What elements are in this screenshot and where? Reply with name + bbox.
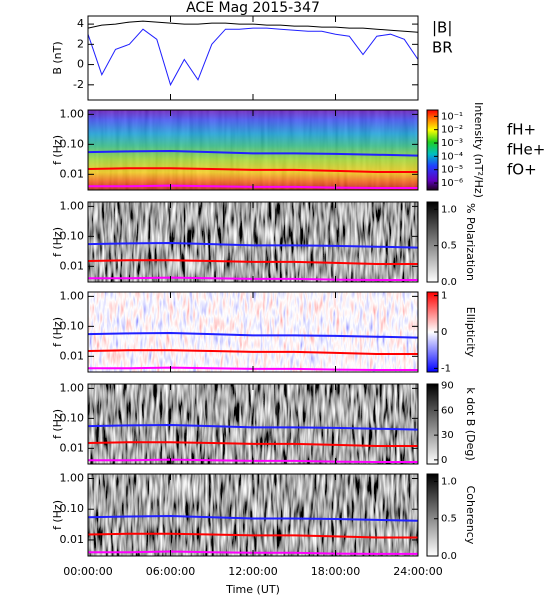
y-tick-label: 0.01 [60,167,85,180]
colorbar-label: k dot B (Deg) [464,387,477,460]
legend-entry: fH+ [507,121,536,139]
legend-entry: fO+ [507,161,537,179]
colorbar-tick-label: 10⁻¹ [441,111,463,122]
series-line [88,167,418,173]
y-axis-label: f (Hz) [51,227,64,257]
colorbar-tick-label: 0.0 [441,551,457,562]
legend-entry: fHe+ [507,141,545,159]
y-tick-label: 0.01 [60,259,85,272]
colorbar-tick-label: 30 [441,430,454,441]
colorbar-tick-label: 1 [441,291,447,302]
legend-entry: BR [432,39,453,57]
x-axis-label: Time (UT) [225,583,280,596]
spectrogram-bg [88,292,418,372]
colorbar-tick-label: 10⁻² [441,125,463,136]
colorbar-tick-label: 90 [441,381,454,392]
spectrogram-bg [88,474,418,556]
y-axis-label: f (Hz) [51,135,64,165]
colorbar [426,383,439,465]
spectrogram-bg [88,384,418,464]
y-tick-label: 1.00 [60,381,85,394]
colorbar-label: % Polarization [464,203,477,281]
y-tick-label: 0 [77,58,84,71]
y-tick-label: 0.10 [60,319,85,332]
series-line [88,149,418,157]
colorbar-label: Ellipticity [464,307,477,358]
colorbar-tick-label: 0.0 [441,277,457,288]
colorbar-tick-label: 10⁻⁵ [441,165,463,176]
colorbar-tick-label: 1.0 [441,476,457,487]
colorbar-tick-label: 0 [441,327,447,338]
y-tick-label: 0.10 [60,411,85,424]
series-line [88,241,418,249]
colorbar-label: Coherency [464,486,477,545]
colorbar [426,473,439,557]
series-line [88,349,418,355]
y-tick-label: 2 [77,37,84,50]
colorbar-tick-label: 1.0 [441,204,457,215]
x-tick-label: 12:00:00 [228,565,277,578]
y-axis-label: B (nT) [51,41,64,74]
spectrogram-texture [88,110,418,190]
series-line [88,532,418,539]
y-tick-label: 0.10 [60,137,85,150]
y-tick-label: 1.00 [60,107,85,120]
colorbar-tick-label: 10⁻⁴ [441,151,463,162]
y-tick-label: 0.01 [60,349,85,362]
colorbar [426,109,439,191]
colorbar-tick-label: 0.5 [441,514,457,525]
y-tick-label: 0.01 [60,441,85,454]
series-line [88,423,418,431]
x-tick-label: 00:00:00 [63,565,112,578]
x-tick-label: 06:00:00 [146,565,195,578]
y-tick-label: 1.00 [60,471,85,484]
y-tick-label: -2 [73,78,84,91]
series-line [88,514,418,522]
y-axis-label: f (Hz) [51,317,64,347]
chart-title: ACE Mag 2015-347 [186,0,320,16]
y-tick-label: 1.00 [60,289,85,302]
y-tick-label: 4 [77,17,84,30]
y-axis-label: f (Hz) [51,409,64,439]
colorbar-tick-label: 0 [441,455,447,466]
colorbar-tick-label: 60 [441,405,454,416]
colorbar-tick-label: -1 [441,363,451,374]
y-tick-label: 0.10 [60,502,85,515]
x-tick-label: 24:00:00 [393,565,442,578]
colorbar-label: Intensity (nT²/Hz) [472,102,485,198]
colorbar-tick-label: 0.5 [441,241,457,252]
colorbar-tick-label: 10⁻⁶ [441,178,463,189]
series-line [88,441,418,447]
x-tick-label: 18:00:00 [311,565,360,578]
legend-entry: |B| [432,19,452,37]
y-tick-label: 1.00 [60,199,85,212]
spectrogram-bg [88,202,418,282]
colorbar [426,201,439,283]
series-line [88,27,418,87]
y-tick-label: 0.10 [60,229,85,242]
series-line [88,20,418,33]
y-axis-label: f (Hz) [51,500,64,530]
series-line [88,259,418,265]
series-line [88,331,418,339]
colorbar-tick-label: 10⁻³ [441,138,463,149]
y-tick-label: 0.01 [60,533,85,546]
